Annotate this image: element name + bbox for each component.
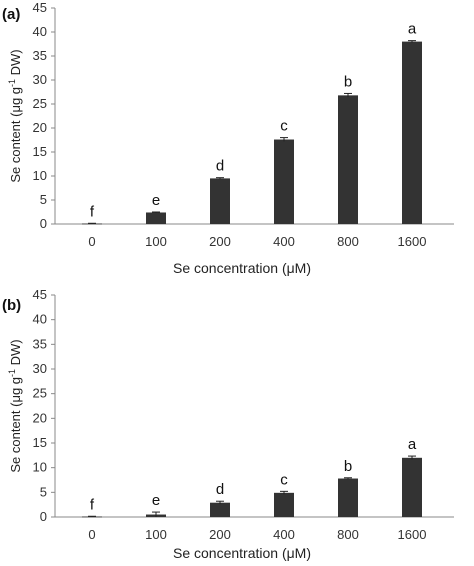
y-tick-label: 15 [33, 144, 47, 159]
y-axis-title-main: Se content (μg g [8, 87, 23, 183]
panel-label: (b) [2, 297, 21, 314]
bar-0 [82, 516, 102, 518]
y-tick-label: 30 [33, 361, 47, 376]
significance-letter: d [216, 481, 224, 498]
y-tick-label: 40 [33, 24, 47, 39]
y-axis-title-main: Se content (μg g [8, 377, 23, 473]
y-tick-label: 30 [33, 72, 47, 87]
significance-letter: a [408, 436, 417, 453]
significance-letter: f [90, 496, 95, 513]
y-axis-title-tail: DW) [8, 339, 23, 369]
x-tick-label: 200 [209, 527, 231, 542]
chart-panel-2: 0 5 10 15 20 25 30 35 40 45 f 0 e 100 d 200 c 400 b 800 a 160… [2, 287, 454, 561]
y-axis-title-superscript: -1 [7, 369, 17, 377]
bar-1600 [402, 457, 422, 517]
x-tick-label: 100 [145, 527, 167, 542]
y-tick-label: 20 [33, 120, 47, 135]
significance-letter: c [280, 118, 288, 135]
x-tick-label: 800 [337, 234, 359, 249]
significance-letter: d [216, 158, 224, 175]
y-tick-label: 15 [33, 435, 47, 450]
y-tick-label: 45 [33, 287, 47, 302]
y-tick-label: 20 [33, 410, 47, 425]
x-tick-label: 1600 [398, 527, 427, 542]
y-axis-title: Se content (μg g-1 DW) [7, 49, 23, 182]
y-tick-label: 25 [33, 386, 47, 401]
y-axis-title: Se content (μg g-1 DW) [7, 339, 23, 472]
x-axis-title: Se concentration (μM) [173, 260, 311, 276]
x-tick-label: 400 [273, 527, 295, 542]
y-tick-label: 25 [33, 96, 47, 111]
bar-100 [146, 212, 166, 224]
bar-200 [210, 502, 230, 517]
panel-label: (a) [2, 6, 20, 23]
bar-400 [274, 492, 294, 517]
x-tick-label: 100 [145, 234, 167, 249]
y-tick-label: 40 [33, 312, 47, 327]
x-tick-label: 0 [88, 234, 95, 249]
significance-letter: b [344, 458, 352, 475]
x-axis-title: Se concentration (μM) [173, 545, 311, 561]
significance-letter: e [152, 492, 160, 509]
y-tick-label: 45 [33, 0, 47, 15]
y-tick-label: 35 [33, 48, 47, 63]
y-tick-label: 35 [33, 336, 47, 351]
bar-800 [338, 478, 358, 517]
bar-400 [274, 139, 294, 224]
chart-panel-1: 0 5 10 15 20 25 30 35 40 45 f 0 e 100 d 200 c 400 b 800 a 160… [2, 0, 454, 276]
x-tick-label: 0 [88, 527, 95, 542]
y-axis-title-superscript: -1 [7, 79, 17, 87]
y-tick-label: 0 [40, 216, 47, 231]
significance-letter: c [280, 471, 288, 488]
significance-letter: f [90, 203, 95, 220]
bar-1600 [402, 41, 422, 224]
bar-200 [210, 178, 230, 224]
y-tick-label: 0 [40, 509, 47, 524]
x-tick-label: 800 [337, 527, 359, 542]
x-tick-label: 200 [209, 234, 231, 249]
y-tick-label: 5 [40, 192, 47, 207]
x-tick-label: 400 [273, 234, 295, 249]
significance-letter: e [152, 192, 160, 209]
y-axis-title-tail: DW) [8, 49, 23, 79]
y-tick-label: 5 [40, 484, 47, 499]
x-tick-label: 1600 [398, 234, 427, 249]
significance-letter: a [408, 21, 417, 38]
bar-0 [82, 223, 102, 225]
y-tick-label: 10 [33, 460, 47, 475]
y-tick-label: 10 [33, 168, 47, 183]
significance-letter: b [344, 73, 352, 90]
bar-800 [338, 95, 358, 224]
